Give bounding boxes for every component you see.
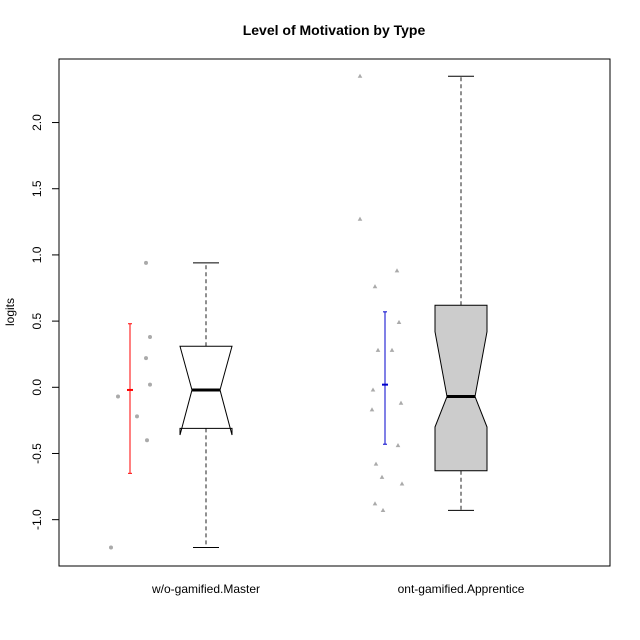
- data-point: [369, 407, 375, 412]
- data-point: [398, 400, 404, 405]
- box-group: [357, 73, 488, 513]
- y-tick-label: 0.0: [30, 379, 44, 396]
- y-tick-label: 1.0: [30, 246, 44, 263]
- x-axis-labels: w/o-gamified.Master ont-gamified.Apprenti…: [151, 582, 525, 596]
- y-axis-label: logits: [3, 298, 17, 326]
- y-tick-label: -0.5: [30, 443, 44, 464]
- data-point: [145, 438, 149, 443]
- data-point: [399, 481, 405, 486]
- data-point: [144, 356, 148, 361]
- data-point: [148, 382, 152, 387]
- data-point: [109, 545, 113, 550]
- box-group: [109, 260, 233, 550]
- chart-title: Level of Motivation by Type: [243, 22, 426, 38]
- x-category-label: ont-gamified.Apprentice: [398, 582, 525, 596]
- y-tick-label: -1.0: [30, 509, 44, 530]
- x-category-label: w/o-gamified.Master: [151, 582, 260, 596]
- data-point: [357, 216, 363, 221]
- data-point: [144, 260, 148, 265]
- data-point: [135, 414, 139, 419]
- data-point: [389, 347, 395, 352]
- data-point: [375, 347, 381, 352]
- data-point: [372, 284, 378, 289]
- data-point: [395, 443, 401, 448]
- plot-frame: [58, 58, 611, 567]
- data-point: [379, 474, 385, 479]
- data-point: [372, 501, 378, 506]
- data-point: [396, 319, 402, 325]
- data-point: [370, 387, 376, 392]
- data-point: [116, 394, 120, 399]
- box-groups: [109, 73, 488, 550]
- data-point: [357, 73, 363, 78]
- y-tick-label: 2.0: [30, 114, 44, 131]
- data-point: [373, 461, 379, 466]
- y-tick-label: 1.5: [30, 180, 44, 197]
- y-axis: -1.0 -0.5 0.0 0.5 1.0 1.5 2.0: [30, 114, 60, 530]
- notched-box: [434, 304, 488, 472]
- data-point: [148, 334, 152, 339]
- y-tick-label: 0.5: [30, 312, 44, 329]
- data-point: [380, 507, 386, 513]
- data-point: [394, 268, 400, 273]
